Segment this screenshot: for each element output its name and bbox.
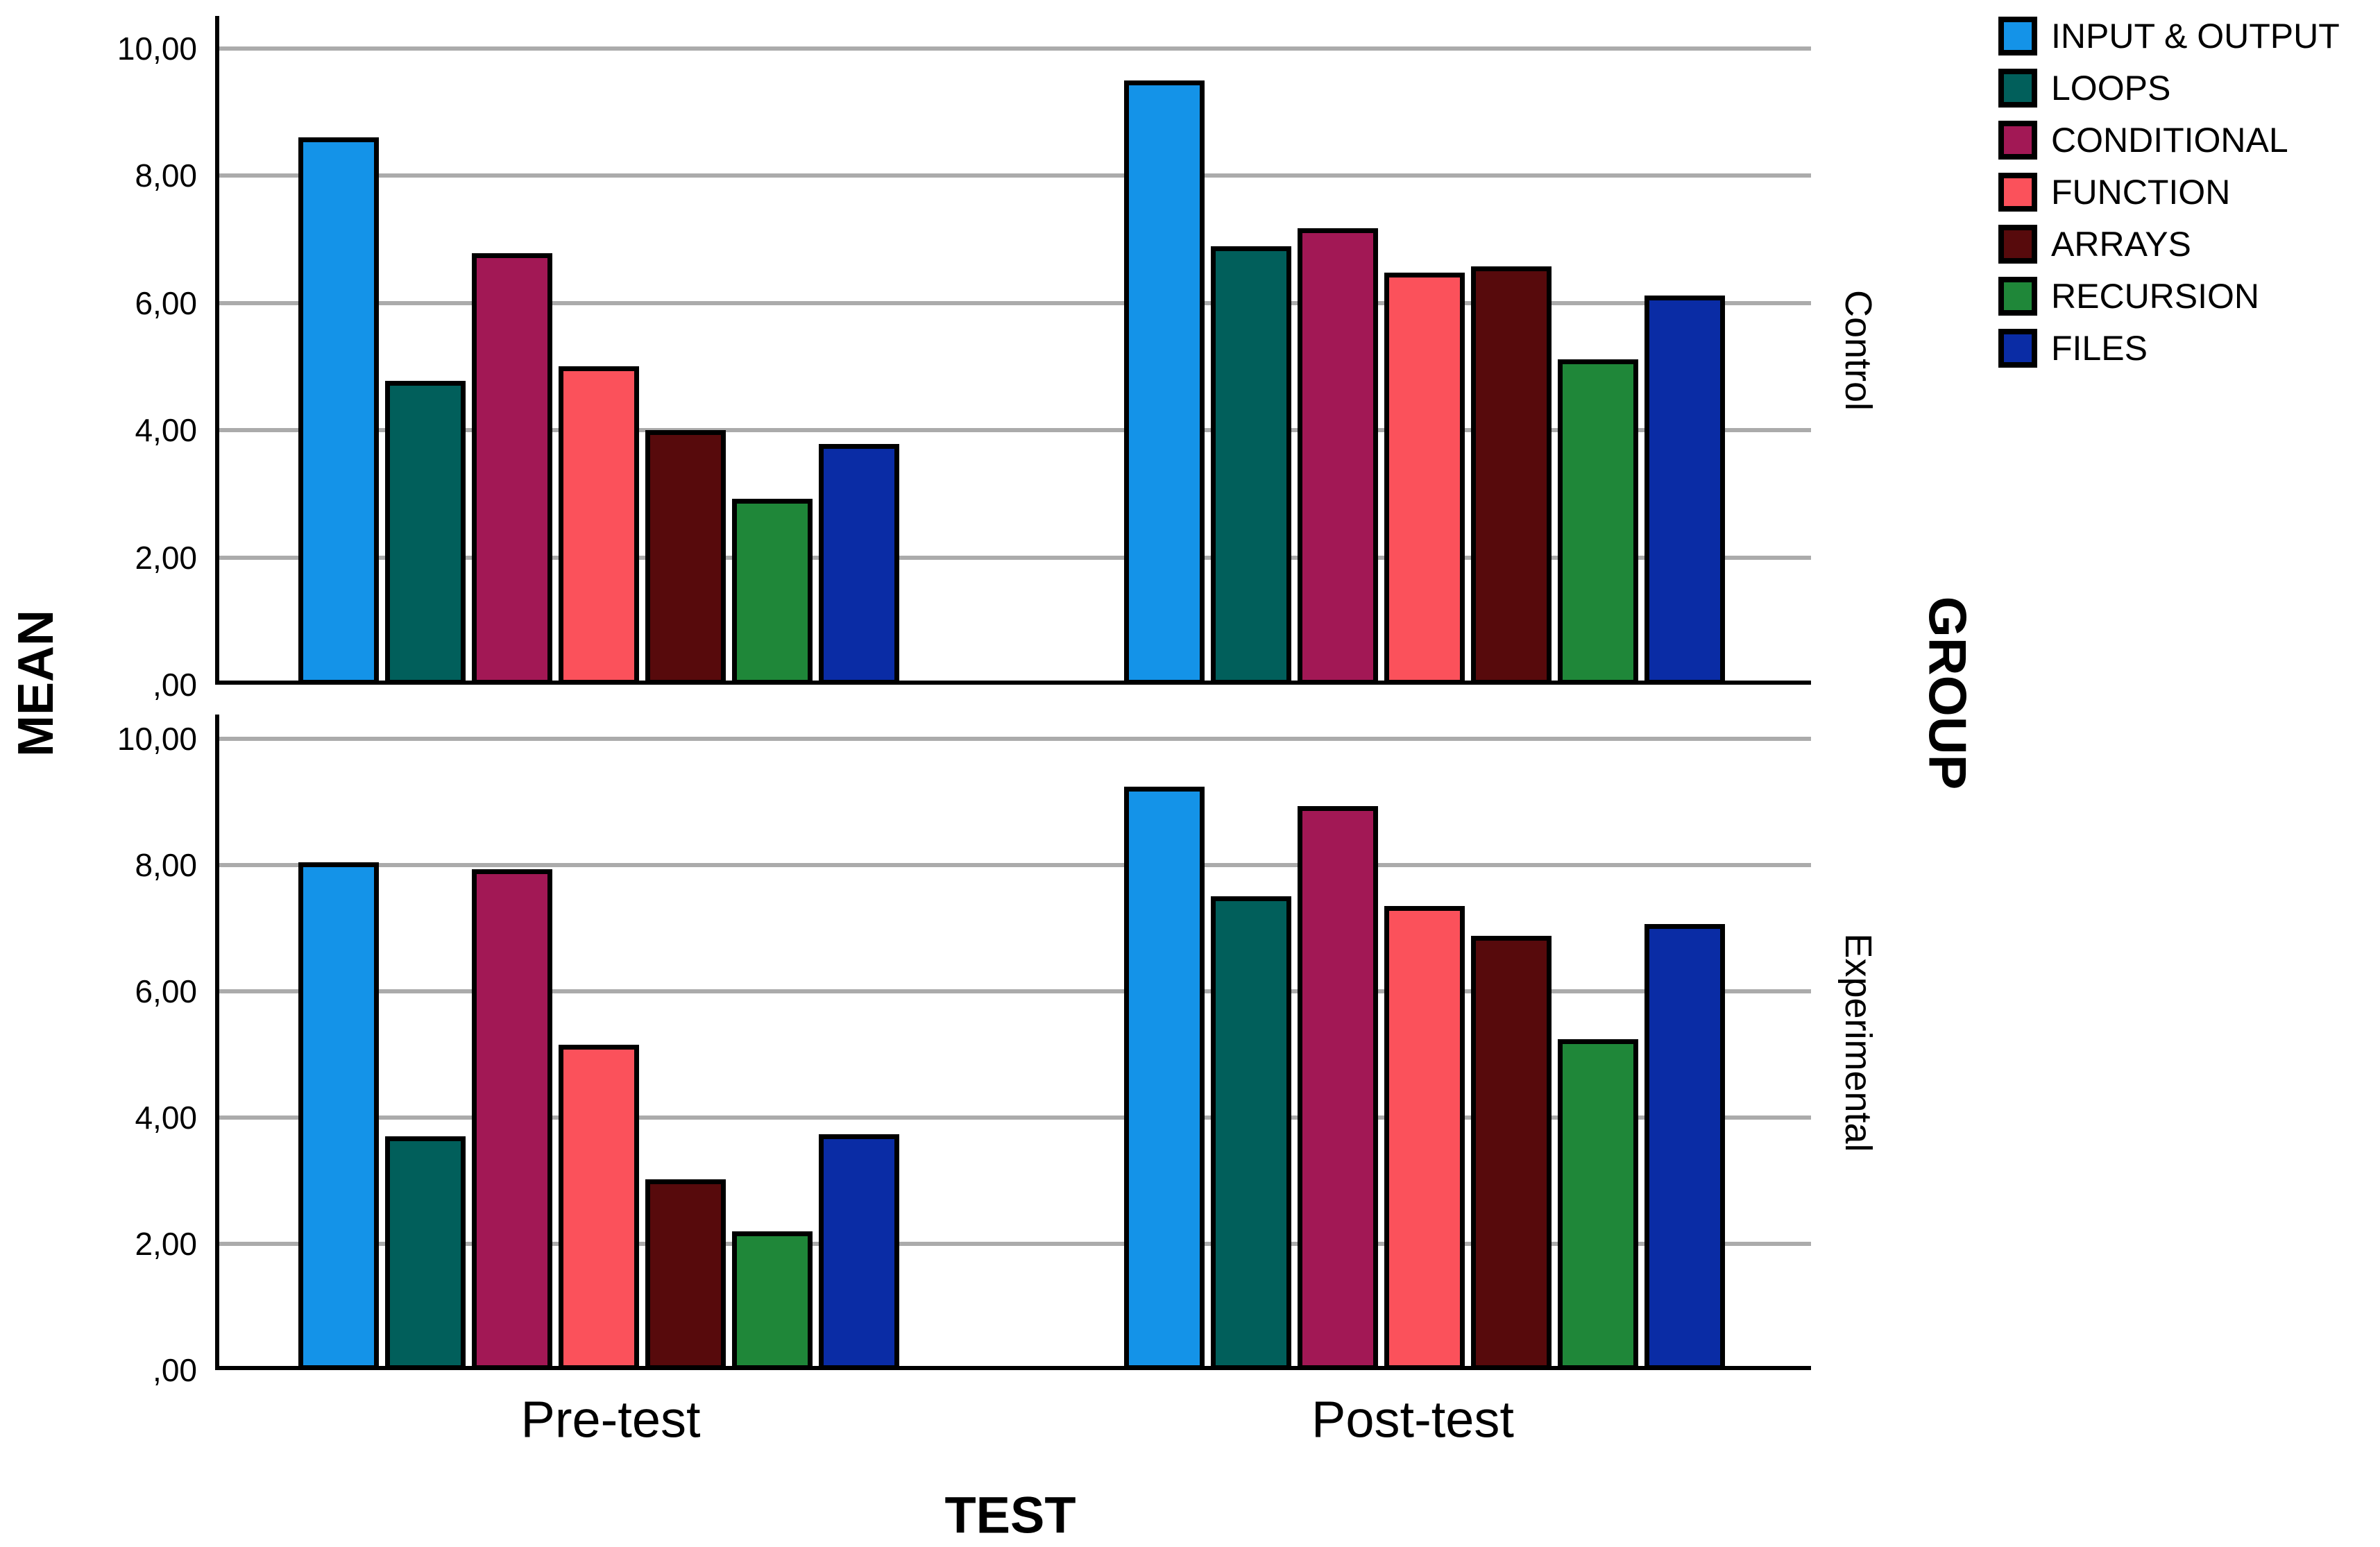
category-label-post-test: Post-test — [1311, 1390, 1514, 1448]
panel-row-label-experimental: Experimental — [1837, 933, 1879, 1152]
y-tick-label: 10,00 — [117, 721, 197, 757]
bar-function-pre-test — [559, 366, 639, 685]
y-tick-label: 6,00 — [135, 284, 197, 321]
gridline-8 — [215, 173, 1811, 178]
legend-swatch-icon — [1998, 277, 2037, 316]
legend-item: FUNCTION — [1998, 173, 2340, 212]
legend-label: INPUT & OUTPUT — [2051, 17, 2340, 55]
bar-loops-pre-test — [385, 381, 466, 685]
bar-recursion-post-test — [1558, 1039, 1638, 1370]
gridline-6 — [215, 989, 1811, 993]
bar-conditional-post-test — [1298, 806, 1378, 1370]
bar-conditional-pre-test — [472, 869, 552, 1370]
legend-label: RECURSION — [2051, 277, 2260, 316]
bar-arrays-pre-test — [645, 1179, 726, 1370]
y-tick-label: 6,00 — [135, 973, 197, 1009]
bar-input-output-post-test — [1124, 80, 1205, 685]
legend-item: CONDITIONAL — [1998, 121, 2340, 160]
gridline-10 — [215, 46, 1811, 51]
bar-loops-post-test — [1211, 246, 1291, 685]
y-tick-label: 8,00 — [135, 157, 197, 194]
bar-conditional-post-test — [1298, 228, 1378, 685]
bar-recursion-pre-test — [732, 1231, 813, 1370]
y-tick-label: ,00 — [153, 667, 197, 703]
gridline-2 — [215, 1242, 1811, 1246]
legend: INPUT & OUTPUT LOOPS CONDITIONAL FUNCTION AR… — [1998, 17, 2340, 381]
y-axis-title: MEAN — [8, 610, 64, 757]
category-label-pre-test: Pre-test — [520, 1390, 701, 1448]
legend-label: FUNCTION — [2051, 173, 2231, 212]
y-tick-label: ,00 — [153, 1352, 197, 1388]
legend-item: LOOPS — [1998, 69, 2340, 108]
legend-label: FILES — [2051, 329, 2148, 368]
bar-recursion-pre-test — [732, 499, 813, 685]
legend-label: CONDITIONAL — [2051, 121, 2288, 160]
x-axis-title: TEST — [944, 1486, 1076, 1544]
bar-conditional-pre-test — [472, 253, 552, 685]
x-axis-line — [215, 681, 1811, 685]
legend-label: LOOPS — [2051, 69, 2171, 108]
bar-files-pre-test — [819, 1134, 899, 1370]
legend-swatch-icon — [1998, 69, 2037, 108]
bar-arrays-pre-test — [645, 430, 726, 685]
gridline-4 — [215, 428, 1811, 433]
y-axis-line — [215, 715, 219, 1370]
bar-arrays-post-test — [1471, 936, 1552, 1370]
legend-swatch-icon — [1998, 329, 2037, 368]
bar-files-post-test — [1644, 924, 1725, 1370]
y-tick-label: 4,00 — [135, 1100, 197, 1136]
legend-swatch-icon — [1998, 173, 2037, 212]
y-tick-label: 10,00 — [117, 31, 197, 67]
bar-function-post-test — [1384, 906, 1465, 1370]
bar-recursion-post-test — [1558, 359, 1638, 685]
legend-item: ARRAYS — [1998, 225, 2340, 264]
legend-swatch-icon — [1998, 17, 2037, 55]
bar-loops-pre-test — [385, 1136, 466, 1370]
gridline-6 — [215, 300, 1811, 305]
bar-function-post-test — [1384, 273, 1465, 685]
y-axis-line — [215, 16, 219, 685]
y-tick-label: 8,00 — [135, 847, 197, 883]
legend-item: FILES — [1998, 329, 2340, 368]
panel-axis-title: GROUP — [1917, 596, 1977, 790]
bar-input-output-post-test — [1124, 787, 1205, 1370]
y-tick-label: 2,00 — [135, 1226, 197, 1262]
bar-input-output-pre-test — [298, 137, 379, 685]
bar-files-pre-test — [819, 444, 899, 685]
y-tick-label: 4,00 — [135, 412, 197, 449]
gridline-4 — [215, 1116, 1811, 1120]
bar-input-output-pre-test — [298, 862, 379, 1370]
gridline-2 — [215, 555, 1811, 560]
gridline-8 — [215, 863, 1811, 867]
legend-swatch-icon — [1998, 225, 2037, 264]
x-axis-line — [215, 1366, 1811, 1370]
panel-control: 10,00 8,00 6,00 4,00 2,00 ,00 Control — [117, 16, 1879, 701]
legend-label: ARRAYS — [2051, 225, 2191, 264]
bar-files-post-test — [1644, 296, 1725, 685]
bar-loops-post-test — [1211, 896, 1291, 1370]
panel-row-label-control: Control — [1837, 289, 1879, 411]
legend-item: RECURSION — [1998, 277, 2340, 316]
gridline-10 — [215, 737, 1811, 741]
y-tick-label: 2,00 — [135, 539, 197, 576]
panel-experimental: 10,00 8,00 6,00 4,00 2,00 ,00 Experimental — [117, 715, 1879, 1386]
bar-function-pre-test — [559, 1045, 639, 1370]
legend-item: INPUT & OUTPUT — [1998, 17, 2340, 55]
legend-swatch-icon — [1998, 121, 2037, 160]
bar-arrays-post-test — [1471, 266, 1552, 685]
